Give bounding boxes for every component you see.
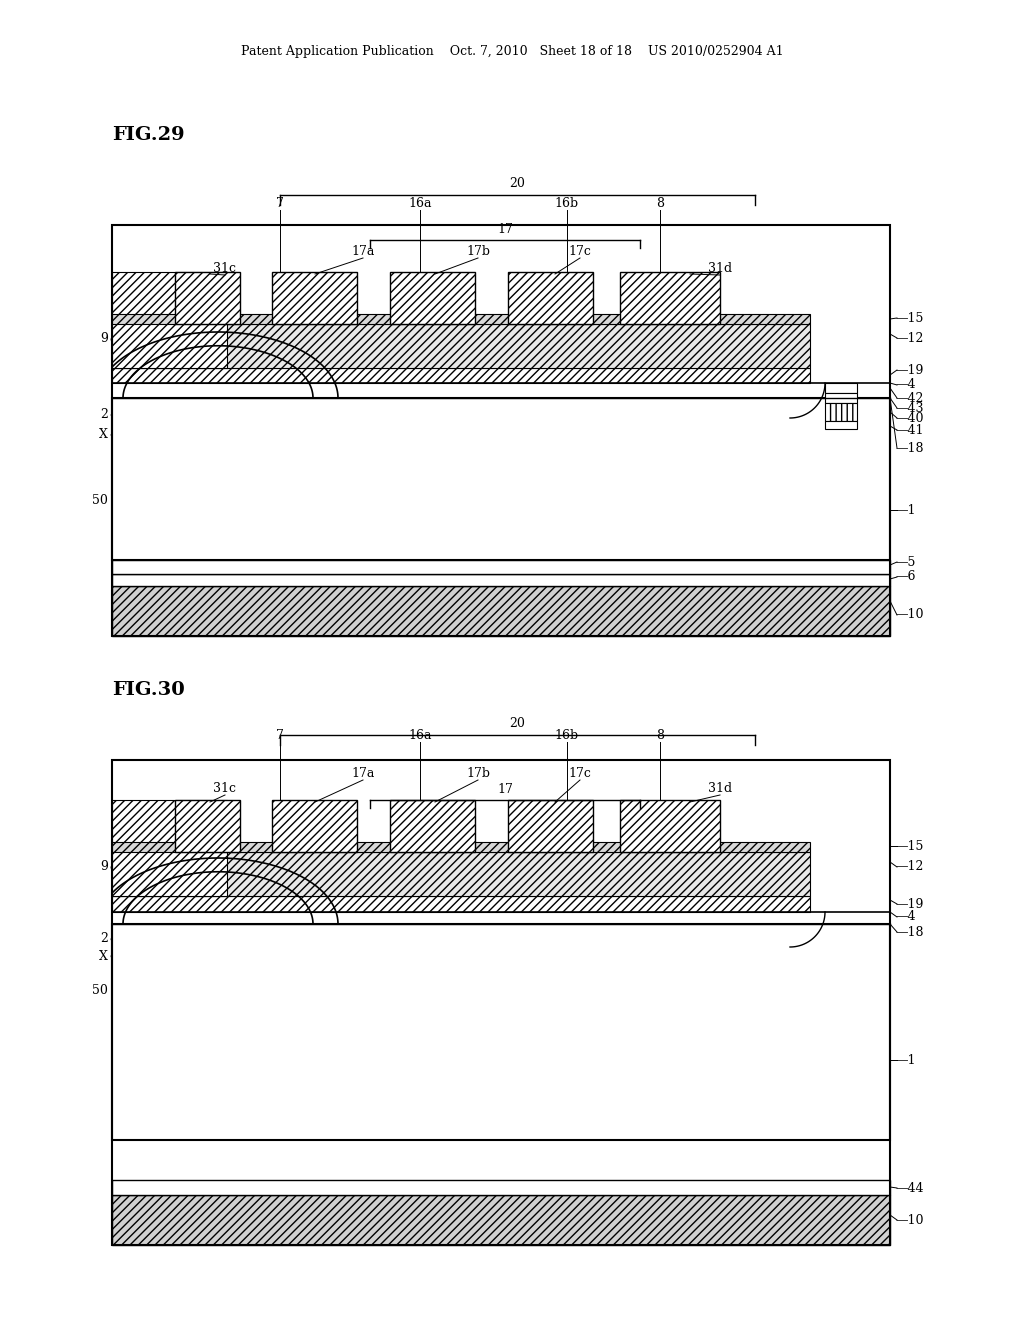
Text: 16a: 16a xyxy=(409,729,432,742)
Text: 16b: 16b xyxy=(555,197,579,210)
Text: 17a: 17a xyxy=(351,767,375,780)
Text: —4: —4 xyxy=(895,379,915,392)
Bar xyxy=(112,586,890,636)
Text: 50: 50 xyxy=(92,494,108,507)
Text: 17b: 17b xyxy=(466,767,490,780)
Text: —15: —15 xyxy=(895,840,924,853)
Text: —10: —10 xyxy=(895,609,924,622)
Text: 31c: 31c xyxy=(213,781,237,795)
Bar xyxy=(112,842,810,851)
Text: —15: —15 xyxy=(895,312,924,325)
Text: —43: —43 xyxy=(895,401,924,414)
Text: —42: —42 xyxy=(895,392,924,404)
Text: X: X xyxy=(99,949,108,962)
Text: —1: —1 xyxy=(895,1053,915,1067)
Text: —18: —18 xyxy=(895,925,924,939)
Text: 8: 8 xyxy=(656,197,664,210)
Bar xyxy=(112,323,810,368)
Text: 17: 17 xyxy=(497,223,513,236)
Text: FIG.29: FIG.29 xyxy=(112,125,184,144)
Text: —12: —12 xyxy=(895,331,924,345)
Bar xyxy=(112,272,227,368)
Bar xyxy=(112,574,890,586)
Bar xyxy=(112,800,227,896)
Text: 9: 9 xyxy=(100,333,108,346)
Text: —19: —19 xyxy=(895,898,924,911)
Bar xyxy=(112,896,810,912)
Text: —19: —19 xyxy=(895,363,924,376)
Text: 16b: 16b xyxy=(555,729,579,742)
Text: 17b: 17b xyxy=(466,246,490,257)
Text: X: X xyxy=(99,429,108,441)
Bar xyxy=(825,403,857,421)
Text: 17c: 17c xyxy=(568,246,592,257)
Text: Patent Application Publication    Oct. 7, 2010   Sheet 18 of 18    US 2010/02529: Patent Application Publication Oct. 7, 2… xyxy=(241,45,783,58)
Text: 7: 7 xyxy=(276,197,284,210)
Bar xyxy=(620,272,720,323)
Bar xyxy=(390,272,475,323)
Text: —12: —12 xyxy=(895,861,924,874)
Bar xyxy=(112,224,890,636)
Text: 20: 20 xyxy=(510,717,525,730)
Text: 31c: 31c xyxy=(213,261,237,275)
Text: —1: —1 xyxy=(895,503,915,516)
Bar xyxy=(620,800,720,851)
Bar xyxy=(272,800,357,851)
Text: 16a: 16a xyxy=(409,197,432,210)
Text: 20: 20 xyxy=(510,177,525,190)
Text: 7: 7 xyxy=(276,729,284,742)
Bar xyxy=(825,383,857,393)
Text: 17: 17 xyxy=(497,783,513,796)
Bar xyxy=(508,800,593,851)
Bar xyxy=(175,272,240,323)
Text: 8: 8 xyxy=(656,729,664,742)
Text: 2: 2 xyxy=(100,932,108,945)
Text: —40: —40 xyxy=(895,412,924,425)
Bar xyxy=(825,393,857,403)
Bar xyxy=(112,399,890,560)
Text: 50: 50 xyxy=(92,983,108,997)
Text: —4: —4 xyxy=(895,911,915,924)
Bar xyxy=(112,851,810,896)
Bar xyxy=(175,800,240,851)
Bar xyxy=(112,368,810,383)
Text: 17a: 17a xyxy=(351,246,375,257)
Bar xyxy=(825,421,857,429)
Text: —6: —6 xyxy=(895,570,915,583)
Bar xyxy=(112,760,890,1245)
Bar xyxy=(508,272,593,323)
Bar xyxy=(112,560,890,574)
Bar xyxy=(272,272,357,323)
Text: —18: —18 xyxy=(895,441,924,454)
Bar xyxy=(112,314,810,323)
Bar xyxy=(112,1195,890,1245)
Text: —10: —10 xyxy=(895,1213,924,1226)
Bar xyxy=(112,1180,890,1195)
Text: 9: 9 xyxy=(100,861,108,874)
Bar xyxy=(390,800,475,851)
Text: —5: —5 xyxy=(895,556,915,569)
Text: FIG.30: FIG.30 xyxy=(112,681,184,700)
Text: 17c: 17c xyxy=(568,767,592,780)
Bar xyxy=(112,924,890,1140)
Text: —41: —41 xyxy=(895,424,924,437)
Text: —44: —44 xyxy=(895,1181,924,1195)
Text: 31d: 31d xyxy=(708,781,732,795)
Text: 2: 2 xyxy=(100,408,108,421)
Text: 31d: 31d xyxy=(708,261,732,275)
